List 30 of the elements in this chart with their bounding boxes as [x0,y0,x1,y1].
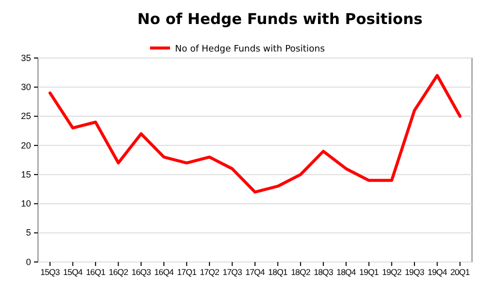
y-tick-label: 5 [26,228,31,238]
x-tick-label: 16Q3 [132,267,152,278]
legend-label: No of Hedge Funds with Positions [175,44,326,54]
x-tick-label: 19Q2 [382,267,402,278]
y-tick-label: 10 [20,198,31,209]
x-tick-label: 19Q4 [428,267,448,278]
x-tick-label: 19Q1 [359,267,380,278]
line-series [48,74,462,194]
y-tick-label: 30 [20,82,31,92]
y-tick-label: 15 [20,169,31,180]
x-tick-label: 20Q1 [450,267,470,278]
y-tick-label: 20 [20,140,31,150]
y-tick-label: 0 [26,256,31,267]
x-tick-label: 16Q1 [86,267,106,278]
x-tick-label: 18Q2 [290,267,311,278]
y-tick-label: 35 [20,52,31,63]
x-tick-label: 17Q1 [177,267,197,278]
x-tick-label: 18Q1 [268,267,288,278]
x-tick-label: 17Q3 [222,267,242,278]
x-tick-label: 16Q4 [154,267,174,278]
x-tick-label: 19Q3 [404,267,425,278]
chart-title: No of Hedge Funds with Positions [137,10,423,28]
x-tick-label: 18Q3 [314,267,334,278]
x-tick-label: 15Q4 [63,267,84,278]
x-tick-label: 18Q4 [336,267,356,278]
y-tick-label: 25 [20,111,31,122]
x-tick-label: 15Q3 [40,267,60,278]
x-tick-label: 17Q4 [245,267,266,278]
x-tick-label: 17Q2 [200,267,220,278]
x-tick-label: 16Q2 [108,267,129,278]
